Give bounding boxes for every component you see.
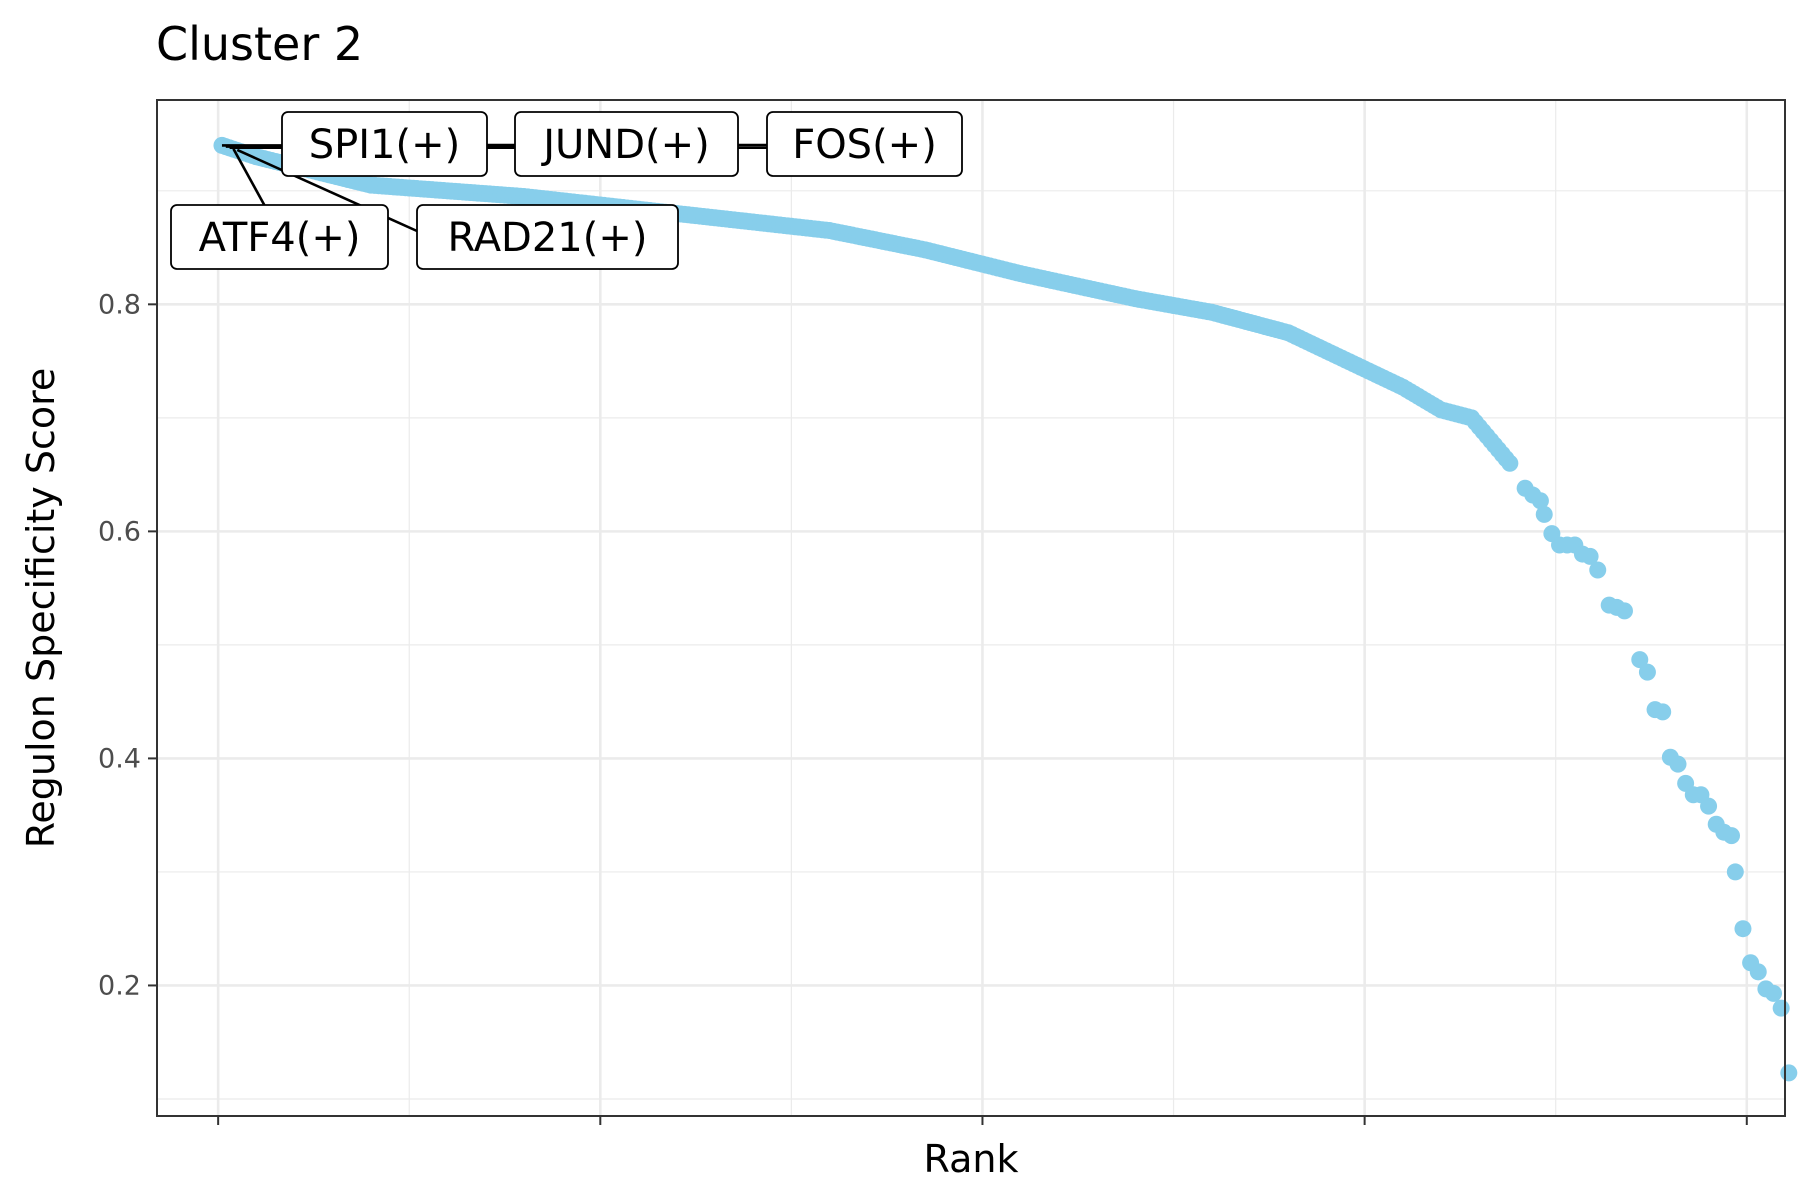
label-box — [170, 204, 389, 270]
data-point — [1669, 755, 1687, 773]
label-text: SPI1(+) — [309, 122, 460, 168]
data-point — [1765, 984, 1783, 1002]
data-point — [1638, 663, 1656, 681]
data-point — [1581, 547, 1599, 565]
x-axis-title: Rank — [924, 1137, 1019, 1181]
label-text: JUND(+) — [540, 122, 710, 168]
data-point — [1780, 1064, 1798, 1082]
label-box — [766, 111, 963, 177]
y-axis: 0.2 0.4 0.6 0.8 — [98, 289, 157, 1001]
label-connector — [232, 148, 266, 206]
y-axis-title: Regulon Specificity Score — [19, 368, 63, 849]
data-point — [1700, 797, 1718, 815]
data-point — [1749, 963, 1767, 981]
chart-title: Cluster 2 — [156, 17, 363, 71]
data-point — [1631, 651, 1649, 669]
label-box — [281, 111, 488, 177]
data-point — [1726, 863, 1744, 881]
data-point — [1535, 505, 1553, 523]
y-tick-label: 0.2 — [98, 970, 141, 1001]
label-text: ATF4(+) — [199, 215, 361, 261]
x-axis — [217, 1116, 1748, 1125]
data-point — [1531, 492, 1549, 510]
y-tick-label: 0.4 — [98, 743, 141, 774]
y-tick-label: 0.6 — [98, 516, 141, 547]
data-point — [1734, 920, 1752, 938]
label-box — [514, 111, 739, 177]
data-point — [1654, 703, 1672, 721]
plot-border — [156, 99, 1786, 1117]
data-point — [1772, 999, 1790, 1017]
data-point — [1501, 454, 1519, 472]
plot-panel — [157, 100, 1785, 1116]
label-box — [416, 204, 679, 270]
label-text: FOS(+) — [792, 122, 937, 168]
label-text: RAD21(+) — [448, 215, 648, 261]
data-point — [1589, 561, 1607, 579]
data-point — [1722, 827, 1740, 845]
point-labels: SPI1(+) JUND(+) FOS(+) ATF4(+) RAD21(+) — [170, 111, 963, 270]
y-tick-label: 0.8 — [98, 289, 141, 320]
data-point — [1615, 602, 1633, 620]
